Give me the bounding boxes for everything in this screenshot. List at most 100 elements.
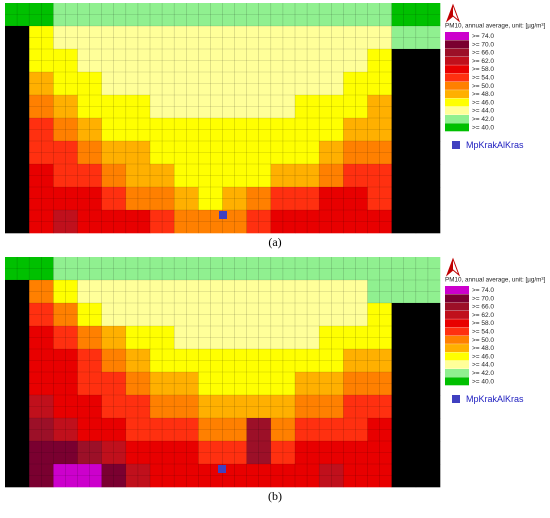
grid-cell bbox=[343, 303, 368, 327]
grid-cell bbox=[270, 187, 296, 211]
grid-cell bbox=[222, 95, 247, 119]
grid-cell bbox=[343, 349, 368, 373]
legend-label: >= 62.0 bbox=[472, 312, 494, 319]
grid-cell bbox=[125, 210, 151, 234]
legend-label: >= 58.0 bbox=[472, 66, 494, 73]
grid-cell bbox=[222, 303, 247, 327]
grid-cell bbox=[343, 187, 368, 211]
no-data-cell bbox=[391, 441, 417, 465]
grid-cell bbox=[367, 464, 392, 488]
grid-cell bbox=[270, 95, 296, 119]
grid-cell bbox=[150, 326, 175, 350]
no-data-cell bbox=[5, 26, 30, 50]
grid-cell bbox=[174, 141, 199, 165]
grid-cell bbox=[53, 303, 78, 327]
grid-cell bbox=[101, 26, 127, 50]
grid-cell bbox=[343, 141, 368, 165]
no-data-cell bbox=[391, 72, 417, 96]
grid-cell bbox=[367, 118, 392, 142]
legend-label: >= 50.0 bbox=[472, 337, 494, 344]
grid-cell bbox=[53, 3, 78, 27]
grid-cell bbox=[29, 326, 54, 350]
grid-cell bbox=[270, 395, 296, 419]
grid-cell bbox=[319, 280, 344, 304]
grid-cell bbox=[198, 280, 223, 304]
grid-cell bbox=[101, 418, 127, 442]
grid-cell bbox=[367, 257, 392, 281]
grid-cell bbox=[295, 49, 320, 73]
grid-cell bbox=[343, 118, 368, 142]
grid-cell bbox=[343, 72, 368, 96]
grid-cell bbox=[246, 464, 272, 488]
no-data-cell bbox=[415, 441, 441, 465]
grid-cell bbox=[246, 441, 272, 465]
grid-cell bbox=[222, 280, 247, 304]
grid-cell bbox=[270, 3, 296, 27]
grid-cell bbox=[295, 187, 320, 211]
no-data-cell bbox=[415, 210, 441, 234]
grid-cell bbox=[29, 349, 54, 373]
grid-cell bbox=[53, 141, 78, 165]
grid-cell bbox=[367, 49, 392, 73]
grid-cell bbox=[246, 118, 272, 142]
north-arrow-half bbox=[447, 5, 453, 21]
legend-label: >= 48.0 bbox=[472, 91, 494, 98]
grid-cell bbox=[150, 372, 175, 396]
grid-cell bbox=[343, 3, 368, 27]
no-data-cell bbox=[5, 326, 30, 350]
grid-cell bbox=[222, 164, 247, 188]
no-data-cell bbox=[5, 441, 30, 465]
grid-cell bbox=[101, 326, 127, 350]
legend-swatch bbox=[445, 369, 469, 377]
no-data-cell bbox=[5, 372, 30, 396]
legend-label: >= 54.0 bbox=[472, 329, 494, 336]
grid-cell bbox=[101, 72, 127, 96]
map-panel: PM10, annual average, unit: [µg/m³] >= 74… bbox=[5, 257, 545, 503]
legend-label: >= 44.0 bbox=[472, 108, 494, 115]
legend-swatch bbox=[445, 40, 469, 49]
station-label: MpKrakAlKras bbox=[466, 140, 524, 150]
no-data-cell bbox=[391, 349, 417, 373]
legend-swatch bbox=[445, 352, 469, 361]
grid-cell bbox=[391, 26, 417, 50]
grid-cell bbox=[101, 187, 127, 211]
legend-label: >= 66.0 bbox=[472, 304, 494, 311]
no-data-cell bbox=[415, 372, 441, 396]
grid-cell bbox=[125, 280, 151, 304]
grid-cell bbox=[295, 95, 320, 119]
grid-cell bbox=[295, 164, 320, 188]
grid-cell bbox=[198, 3, 223, 27]
legend-swatch bbox=[445, 294, 469, 303]
legend-swatch bbox=[445, 48, 469, 57]
no-data-cell bbox=[415, 72, 441, 96]
grid-cell bbox=[29, 3, 54, 27]
grid-cell bbox=[246, 349, 272, 373]
grid-cell bbox=[222, 441, 247, 465]
no-data-cell bbox=[5, 118, 30, 142]
grid-cell bbox=[5, 257, 30, 281]
grid-cell bbox=[53, 72, 78, 96]
grid-cell bbox=[150, 395, 175, 419]
grid-cell bbox=[367, 72, 392, 96]
grid-cell bbox=[174, 441, 199, 465]
grid-cell bbox=[246, 72, 272, 96]
grid-cell bbox=[270, 49, 296, 73]
no-data-cell bbox=[415, 95, 441, 119]
legend-swatch bbox=[445, 65, 469, 74]
grid-cell bbox=[222, 418, 247, 442]
grid-cell bbox=[101, 118, 127, 142]
grid-cell bbox=[29, 141, 54, 165]
legend-swatch bbox=[445, 98, 469, 107]
grid-cell bbox=[367, 303, 392, 327]
grid-cell bbox=[174, 326, 199, 350]
grid-cell bbox=[222, 72, 247, 96]
grid-cell bbox=[246, 95, 272, 119]
legend-swatch bbox=[445, 123, 469, 132]
station-label: MpKrakAlKras bbox=[466, 394, 524, 404]
no-data-cell bbox=[391, 187, 417, 211]
grid-cell bbox=[246, 326, 272, 350]
grid-cell bbox=[101, 441, 127, 465]
no-data-cell bbox=[415, 326, 441, 350]
grid-cell bbox=[77, 257, 102, 281]
grid-cell bbox=[367, 141, 392, 165]
